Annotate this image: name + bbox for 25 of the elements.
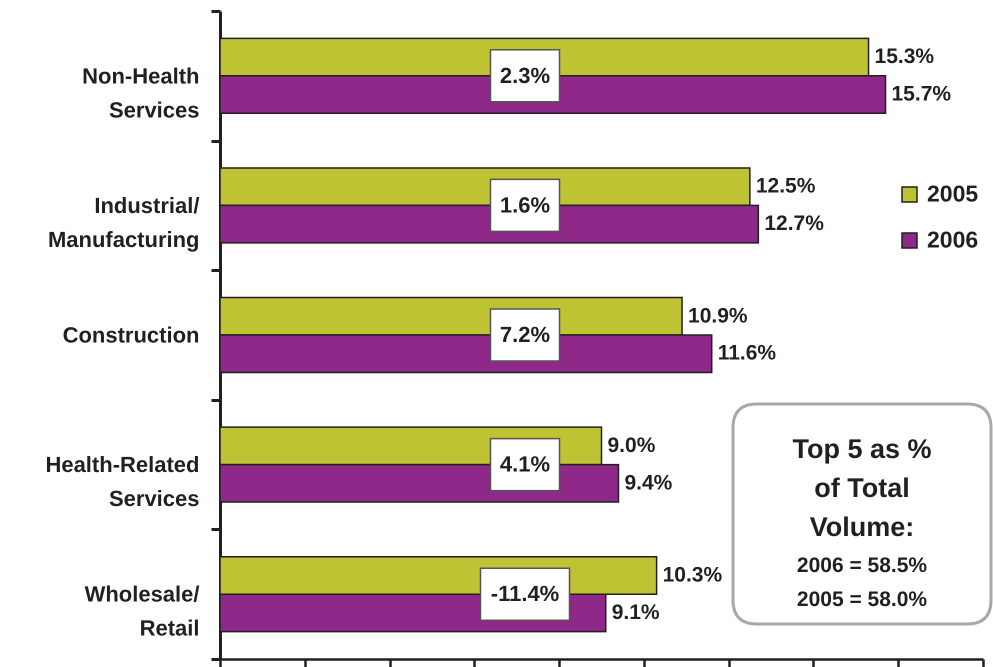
y-tick-label: Non-Health Services: [82, 63, 200, 122]
legend-label: 2006: [927, 226, 978, 252]
annotation: 2005 = 58.0%: [796, 588, 928, 611]
data-label: 15.7%: [892, 82, 952, 106]
data-label: 10.9%: [688, 304, 748, 328]
data-label: 9.4%: [624, 471, 673, 494]
annotation: Top 5 as % of Total Volume:: [792, 434, 932, 542]
y-tick-label: Health-Related Services: [45, 452, 200, 512]
y-tick-label: Construction: [62, 322, 200, 348]
annotation: 4.1%: [500, 452, 550, 477]
data-label: 9.0%: [608, 434, 656, 457]
annotation: 2.3%: [500, 62, 550, 88]
data-label: 15.3%: [874, 45, 934, 68]
y-tick-label: Industrial/ Manufacturing: [48, 192, 200, 252]
annotation: 2006 = 58.5%: [796, 554, 928, 577]
data-label: 10.3%: [662, 563, 722, 586]
data-label: 9.1%: [612, 600, 660, 624]
data-label: 11.6%: [718, 342, 776, 365]
annotation: 7.2%: [500, 322, 550, 347]
annotation: 1.6%: [500, 192, 550, 218]
data-label: 12.5%: [756, 174, 816, 198]
y-tick-label: Wholesale/ Retail: [84, 582, 200, 641]
annotation: -11.4%: [490, 581, 560, 606]
data-label: 12.7%: [764, 212, 824, 236]
legend-label: 2005: [927, 180, 978, 206]
